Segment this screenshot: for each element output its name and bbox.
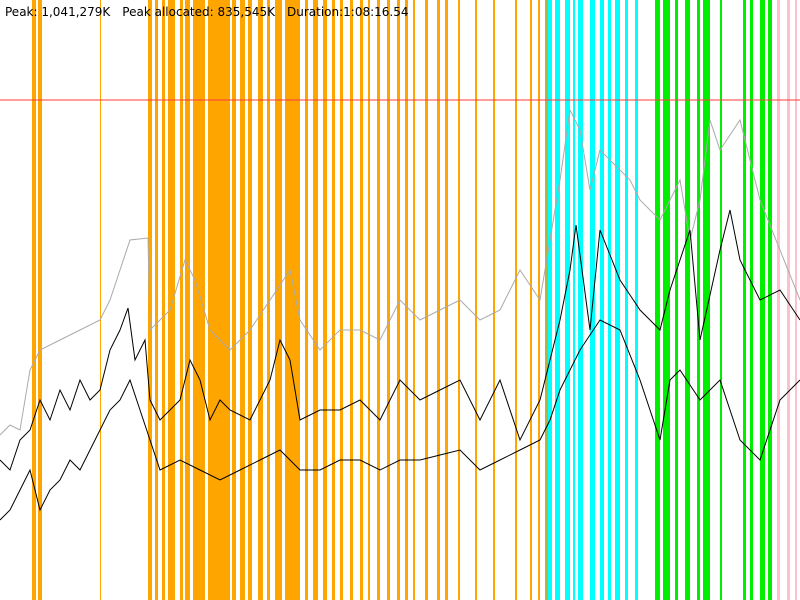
event-band <box>437 0 440 600</box>
event-band <box>208 0 230 600</box>
event-band <box>155 0 158 600</box>
event-band <box>445 0 448 600</box>
event-band <box>397 0 400 600</box>
event-band <box>275 0 282 600</box>
event-band <box>787 0 790 600</box>
event-band <box>548 0 552 600</box>
bands <box>32 0 797 600</box>
event-band <box>565 0 570 600</box>
event-band <box>285 0 300 600</box>
event-band <box>180 0 183 600</box>
memory-line <box>0 108 800 436</box>
event-band <box>573 0 575 600</box>
event-band <box>240 0 245 600</box>
event-band <box>323 0 327 600</box>
event-band <box>313 0 318 600</box>
event-band <box>685 0 690 600</box>
header-item: Peak allocated: 835,545K <box>122 5 276 19</box>
event-band <box>703 0 710 600</box>
event-band <box>377 0 380 600</box>
event-band <box>608 0 611 600</box>
event-band <box>697 0 700 600</box>
event-band <box>578 0 583 600</box>
header: Peak: 1,041,279K Peak allocated: 835,545K… <box>5 5 409 19</box>
event-band <box>340 0 343 600</box>
event-band <box>515 0 517 600</box>
event-band <box>615 0 620 600</box>
header-item: Duration:1:08:16.54 <box>287 5 409 19</box>
event-band <box>475 0 477 600</box>
memory-line <box>0 319 800 521</box>
event-band <box>360 0 363 600</box>
event-band <box>32 0 36 600</box>
event-band <box>635 0 638 600</box>
event-band <box>655 0 660 600</box>
event-band <box>248 0 252 600</box>
event-band <box>258 0 263 600</box>
event-band <box>425 0 428 600</box>
event-band <box>413 0 415 600</box>
event-band <box>760 0 765 600</box>
event-band <box>148 0 152 600</box>
header-item: Peak: 1,041,279K <box>5 5 111 19</box>
event-band <box>750 0 753 600</box>
event-band <box>168 0 175 600</box>
event-band <box>600 0 604 600</box>
lines <box>0 99 800 521</box>
event-band <box>232 0 236 600</box>
event-band <box>38 0 42 600</box>
memory-line <box>0 209 800 471</box>
event-band <box>530 0 532 600</box>
event-band <box>777 0 780 600</box>
event-band <box>768 0 772 600</box>
event-band <box>162 0 165 600</box>
event-band <box>720 0 722 600</box>
event-band <box>100 0 101 600</box>
event-band <box>545 0 548 600</box>
event-band <box>405 0 408 600</box>
event-band <box>538 0 540 600</box>
event-band <box>555 0 560 600</box>
event-band <box>332 0 335 600</box>
event-band <box>267 0 270 600</box>
event-band <box>743 0 746 600</box>
event-band <box>350 0 353 600</box>
event-band <box>305 0 308 600</box>
event-band <box>387 0 390 600</box>
header-text: Peak: 1,041,279K Peak allocated: 835,545K… <box>5 5 409 19</box>
event-band <box>625 0 628 600</box>
event-band <box>795 0 797 600</box>
event-band <box>663 0 670 600</box>
event-band <box>368 0 370 600</box>
event-band <box>193 0 205 600</box>
event-band <box>675 0 678 600</box>
event-band <box>493 0 495 600</box>
event-band <box>185 0 190 600</box>
